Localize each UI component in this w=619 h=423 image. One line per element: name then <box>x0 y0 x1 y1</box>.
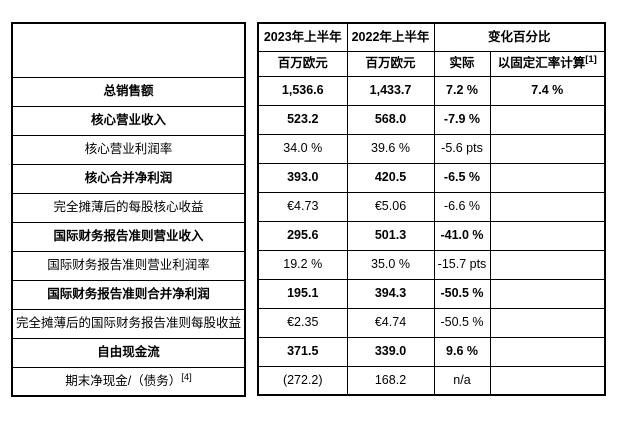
row-label: 核心营业收入 <box>11 105 246 136</box>
value-constant-fx <box>489 162 606 193</box>
row-label: 完全摊薄后的每股核心收益 <box>11 192 246 223</box>
value-2023: €2.35 <box>257 307 348 338</box>
value-constant-fx <box>489 365 606 396</box>
unit-2022: 百万欧元 <box>346 50 435 77</box>
row-label: 国际财务报告准则营业收入 <box>11 221 246 252</box>
footnote-marker: [4] <box>181 371 192 383</box>
label-header-spacer-cell <box>11 22 246 78</box>
header-actual: 实际 <box>433 50 491 77</box>
row-label: 国际财务报告准则营业利润率 <box>11 250 246 281</box>
table-row: 393.0 420.5 -6.5 % <box>257 162 606 193</box>
label-row: 国际财务报告准则营业收入 <box>11 221 246 252</box>
value-actual: -50.5 % <box>433 278 491 309</box>
data-tbody: 1,536.6 1,433.7 7.2 % 7.4 % 523.2 568.0 -7.9 %… <box>257 75 606 396</box>
constant-fx-label: 以固定汇率计算 <box>497 56 586 71</box>
value-actual: -41.0 % <box>433 220 491 251</box>
label-row: 总销售额 <box>11 76 246 107</box>
value-actual: -5.6 pts <box>433 133 491 164</box>
row-label-table: 总销售额 核心营业收入 核心营业利润率 核心合并净利润 完全摊薄后的每股核心收益 国际财务… <box>11 22 246 397</box>
table-row: 295.6 501.3 -41.0 % <box>257 220 606 251</box>
label-row: 完全摊薄后的国际财务报告准则每股收益 <box>11 308 246 339</box>
value-2022: 35.0 % <box>346 249 435 280</box>
header-2023: 2023年上半年 <box>257 22 348 52</box>
header-change-percent: 变化百分比 <box>433 22 606 52</box>
label-row: 核心合并净利润 <box>11 163 246 194</box>
value-2022: 39.6 % <box>346 133 435 164</box>
label-row: 核心营业利润率 <box>11 134 246 165</box>
value-actual: 9.6 % <box>433 336 491 367</box>
value-2022: 501.3 <box>346 220 435 251</box>
table-row: 34.0 % 39.6 % -5.6 pts <box>257 133 606 164</box>
value-constant-fx <box>489 249 606 280</box>
value-2022: 394.3 <box>346 278 435 309</box>
value-2023: 295.6 <box>257 220 348 251</box>
table-row: 1,536.6 1,433.7 7.2 % 7.4 % <box>257 75 606 106</box>
value-constant-fx <box>489 104 606 135</box>
header-2022: 2022年上半年 <box>346 22 435 52</box>
table-row: 371.5 339.0 9.6 % <box>257 336 606 367</box>
label-row: 国际财务报告准则合并净利润 <box>11 279 246 310</box>
footnote-1-marker: [1] <box>585 54 597 66</box>
value-constant-fx <box>489 133 606 164</box>
value-2023: 34.0 % <box>257 133 348 164</box>
value-2022: €5.06 <box>346 191 435 222</box>
table-row: 19.2 % 35.0 % -15.7 pts <box>257 249 606 280</box>
value-2022: 568.0 <box>346 104 435 135</box>
value-actual: n/a <box>433 365 491 396</box>
value-constant-fx <box>489 191 606 222</box>
value-actual: -50.5 % <box>433 307 491 338</box>
label-row: 完全摊薄后的每股核心收益 <box>11 192 246 223</box>
table-row: 523.2 568.0 -7.9 % <box>257 104 606 135</box>
label-row: 核心营业收入 <box>11 105 246 136</box>
financial-data-table: 2023年上半年 2022年上半年 变化百分比 百万欧元 百万欧元 实际 以固定… <box>257 22 607 396</box>
row-label: 核心合并净利润 <box>11 163 246 194</box>
value-2022: 168.2 <box>346 365 435 396</box>
label-row: 期末净现金/（债务）[4] <box>11 366 246 397</box>
header-constant-fx: 以固定汇率计算[1] <box>489 50 606 77</box>
value-2023: 371.5 <box>257 336 348 367</box>
table-row: (272.2) 168.2 n/a <box>257 365 606 396</box>
label-header-row <box>11 22 246 78</box>
value-2022: 1,433.7 <box>346 75 435 106</box>
value-2023: 523.2 <box>257 104 348 135</box>
value-2023: 1,536.6 <box>257 75 348 106</box>
value-2022: 420.5 <box>346 162 435 193</box>
label-row: 自由现金流 <box>11 337 246 368</box>
value-actual: -6.6 % <box>433 191 491 222</box>
value-2023: €4.73 <box>257 191 348 222</box>
row-label: 自由现金流 <box>11 337 246 368</box>
unit-2023: 百万欧元 <box>257 50 348 77</box>
value-2022: 339.0 <box>346 336 435 367</box>
unit-header-row: 百万欧元 百万欧元 实际 以固定汇率计算[1] <box>257 50 606 77</box>
value-constant-fx <box>489 220 606 251</box>
table-row: €4.73 €5.06 -6.6 % <box>257 191 606 222</box>
row-label: 核心营业利润率 <box>11 134 246 165</box>
value-2023: (272.2) <box>257 365 348 396</box>
row-label-tbody: 总销售额 核心营业收入 核心营业利润率 核心合并净利润 完全摊薄后的每股核心收益 国际财务… <box>11 76 246 397</box>
value-constant-fx: 7.4 % <box>489 75 606 106</box>
row-label: 完全摊薄后的国际财务报告准则每股收益 <box>11 308 246 339</box>
value-actual: -15.7 pts <box>433 249 491 280</box>
value-2023: 195.1 <box>257 278 348 309</box>
value-actual: 7.2 % <box>433 75 491 106</box>
table-row: €2.35 €4.74 -50.5 % <box>257 307 606 338</box>
row-label: 国际财务报告准则合并净利润 <box>11 279 246 310</box>
value-constant-fx <box>489 278 606 309</box>
value-actual: -6.5 % <box>433 162 491 193</box>
value-2023: 19.2 % <box>257 249 348 280</box>
value-2023: 393.0 <box>257 162 348 193</box>
label-row: 国际财务报告准则营业利润率 <box>11 250 246 281</box>
value-actual: -7.9 % <box>433 104 491 135</box>
value-2022: €4.74 <box>346 307 435 338</box>
row-label: 总销售额 <box>11 76 246 107</box>
value-constant-fx <box>489 307 606 338</box>
table-row: 195.1 394.3 -50.5 % <box>257 278 606 309</box>
period-header-row: 2023年上半年 2022年上半年 变化百分比 <box>257 22 606 52</box>
row-label: 期末净现金/（债务）[4] <box>11 366 246 397</box>
value-constant-fx <box>489 336 606 367</box>
